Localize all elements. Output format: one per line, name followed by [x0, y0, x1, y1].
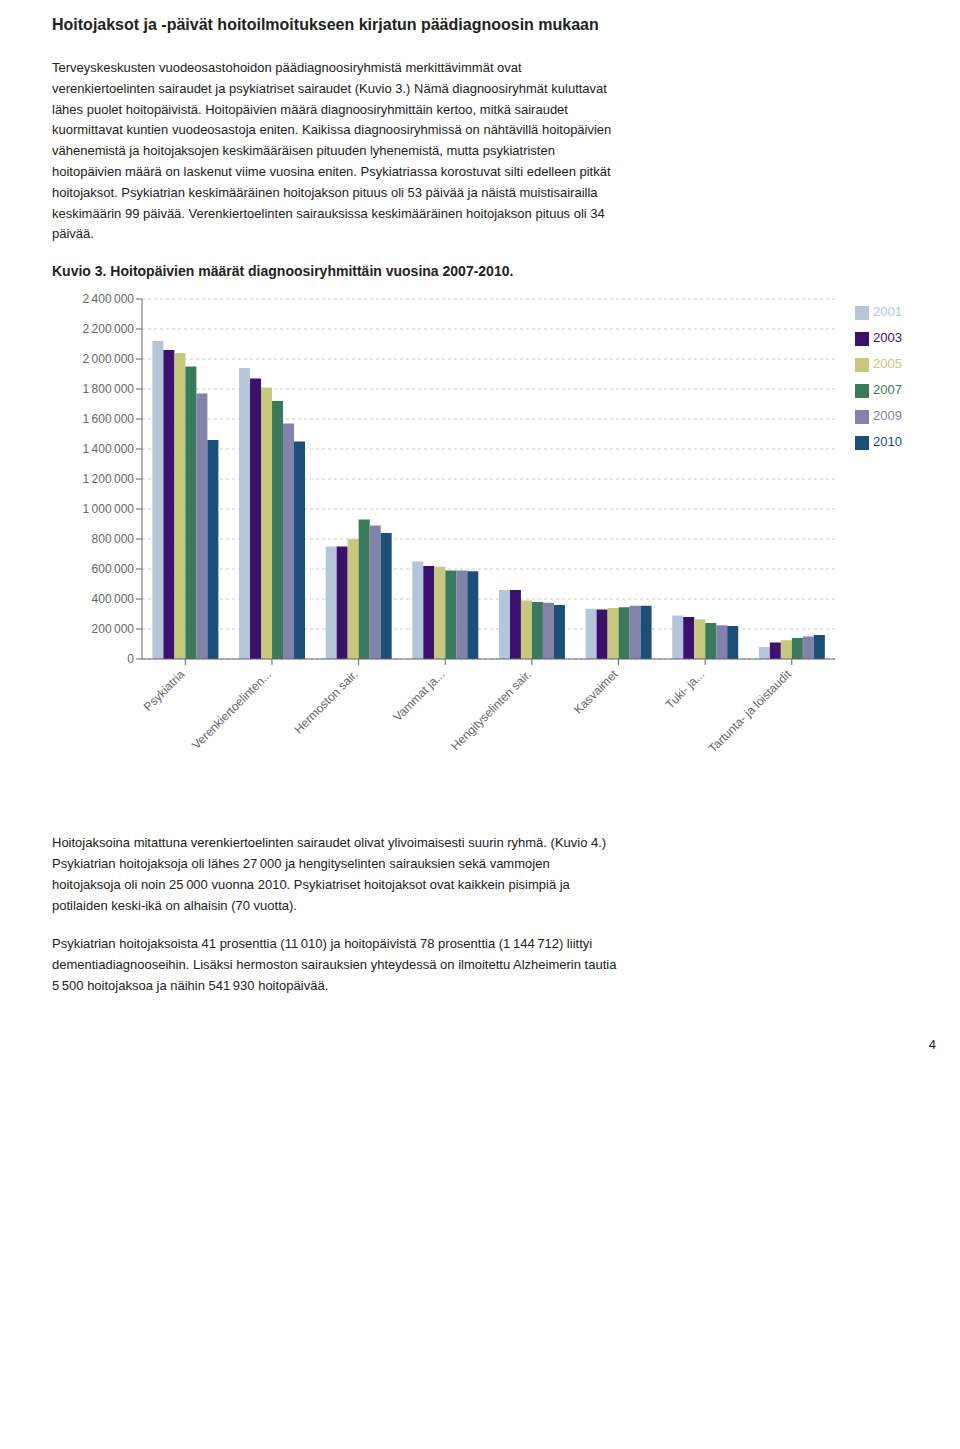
- svg-text:Vammat ja...: Vammat ja...: [390, 667, 447, 724]
- svg-text:Tartunta- ja loistaudit: Tartunta- ja loistaudit: [706, 667, 795, 756]
- svg-text:Hermoston sair.: Hermoston sair.: [291, 667, 360, 736]
- svg-text:2 000 000: 2 000 000: [82, 352, 134, 366]
- html-text:4: 4: [928, 1036, 936, 1052]
- html-text:2005: 2005: [873, 356, 902, 372]
- svg-text:Psykiatria: Psykiatria: [141, 667, 188, 714]
- svg-text:400 000: 400 000: [92, 592, 135, 606]
- svg-text:2 400 000: 2 400 000: [82, 292, 134, 306]
- svg-text:2 200 000: 2 200 000: [82, 322, 134, 336]
- html-text:2003: 2003: [873, 330, 902, 346]
- html-text:2010: 2010: [873, 434, 902, 450]
- html-text:2007: 2007: [873, 382, 902, 398]
- svg-text:600 000: 600 000: [92, 562, 135, 576]
- html-text:Psykiatrian hoitojaksoista 41: Psykiatrian hoitojaksoista 41 prosenttia…: [52, 936, 617, 993]
- svg-text:Hengityselinten sair.: Hengityselinten sair.: [448, 667, 534, 753]
- svg-text:1 000 000: 1 000 000: [82, 502, 134, 516]
- svg-text:200 000: 200 000: [92, 622, 135, 636]
- html-text:Hoitojaksot ja -päivät hoitoil: Hoitojaksot ja -päivät hoitoilmoitukseen…: [52, 16, 599, 33]
- svg-text:1 800 000: 1 800 000: [82, 382, 134, 396]
- svg-text:1 600 000: 1 600 000: [82, 412, 134, 426]
- svg-text:Kasvaimet: Kasvaimet: [571, 667, 621, 717]
- svg-text:Tuki- ja...: Tuki- ja...: [663, 667, 707, 711]
- svg-text:0: 0: [127, 652, 134, 666]
- svg-text:1 400 000: 1 400 000: [82, 442, 134, 456]
- svg-text:1 200 000: 1 200 000: [82, 472, 134, 486]
- html-text:Terveyskeskusten vuodeosastoho: Terveyskeskusten vuodeosastohoidon päädi…: [52, 60, 612, 242]
- html-text:2001: 2001: [873, 304, 902, 320]
- svg-text:800 000: 800 000: [92, 532, 135, 546]
- html-text:2009: 2009: [873, 408, 902, 424]
- html-text:Kuvio 3. Hoitopäivien määrät d: Kuvio 3. Hoitopäivien määrät diagnoosiry…: [52, 263, 514, 280]
- html-text:Hoitojaksoina mitattuna verenk: Hoitojaksoina mitattuna verenkiertoelint…: [52, 835, 607, 913]
- svg-text:Verenkiertoelinten...: Verenkiertoelinten...: [189, 667, 274, 752]
